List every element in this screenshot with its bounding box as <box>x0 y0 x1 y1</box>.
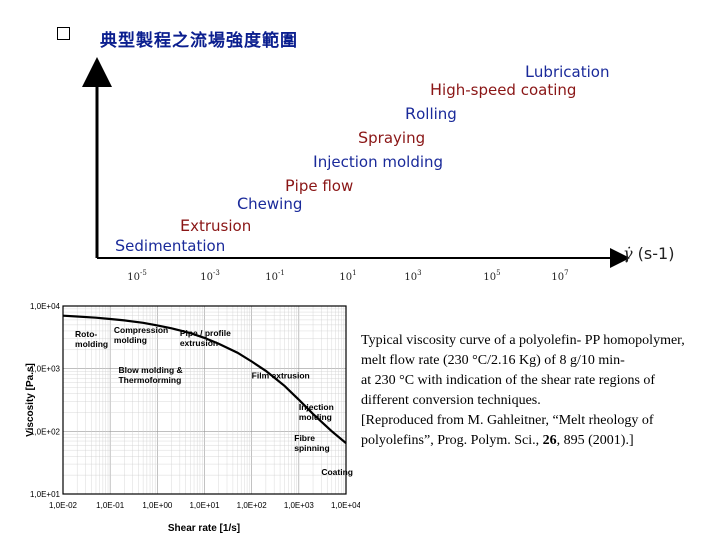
reference-pages: , 895 (2001).] <box>556 433 634 448</box>
shear-rate-ticks: 10-5 10-3 10-1 101 103 105 107 <box>127 269 568 283</box>
process-chewing: Chewing <box>237 195 302 213</box>
process-rest: njection molding <box>317 153 444 171</box>
caption-reference: [Reproduced from M. Gahleitner, “Melt rh… <box>361 411 701 451</box>
reference-volume: 26 <box>542 433 557 448</box>
shear-tick-label: 107 <box>551 269 568 283</box>
process-initial: H <box>430 80 443 99</box>
region-annotation: Injection molding <box>299 402 334 422</box>
region-annotation: Film extrusion <box>252 370 310 380</box>
process-rest: edimentation <box>125 237 226 255</box>
process-initial: E <box>180 216 191 235</box>
process-rest: igh-speed coating <box>442 81 577 99</box>
process-initial: R <box>405 104 417 123</box>
process-rest: hewing <box>248 195 303 213</box>
shear-tick-label: 10-1 <box>265 269 285 283</box>
shear-tick-label: 10-3 <box>200 269 220 283</box>
region-annotations: Roto-molding Compression molding Pipe / pro… <box>75 325 353 477</box>
viscosity-chart: 1,0E-02 1,0E-01 1,0E+00 1,0E+01 1,0E+02 1,0E+… <box>25 302 360 534</box>
process-lubrication: Lubrication <box>525 63 609 81</box>
process-pipe-flow: Pipe flow <box>285 177 353 195</box>
reference-text: [Reproduced from M. Gahleitner, “Melt rh… <box>361 413 654 448</box>
tick-labels: 1,0E-02 1,0E-01 1,0E+00 1,0E+01 1,0E+02 1,0E+… <box>30 302 360 510</box>
process-high-speed-coating: High-speed coating <box>430 81 576 99</box>
x-tick-label: 1,0E+03 <box>284 501 315 510</box>
shear-rate-unit: (s-1) <box>637 244 675 263</box>
x-tick-label: 1,0E-02 <box>49 501 78 510</box>
process-initial: P <box>285 176 295 195</box>
x-tick-label: 1,0E+00 <box>142 501 173 510</box>
process-initial: S <box>115 236 126 255</box>
y-tick-label: 1,0E+01 <box>30 490 61 499</box>
region-annotation: Compression molding <box>114 325 168 345</box>
process-rest: olling <box>416 105 457 123</box>
process-initial: I <box>313 152 318 171</box>
x-tick-label: 1,0E+02 <box>237 501 268 510</box>
process-rest: xtrusion <box>190 217 252 235</box>
process-injection-molding: Injection molding <box>313 153 443 171</box>
shear-tick-label: 103 <box>404 269 421 283</box>
process-extrusion: Extrusion <box>180 217 251 235</box>
page-title: 典型製程之流場強度範圍 <box>100 31 298 51</box>
region-annotation: Fibre spinning <box>294 433 329 453</box>
figure-caption: Typical viscosity curve of a polyolefin-… <box>361 331 701 451</box>
process-sedimentation: Sedimentation <box>115 237 225 255</box>
y-axis-label: Viscosity [Pa.s] <box>25 363 36 437</box>
shear-tick-label: 10-5 <box>127 269 147 283</box>
region-annotation: Pipe / profile extrusion <box>180 328 231 348</box>
x-tick-label: 1,0E+01 <box>189 501 220 510</box>
bullet-square-icon <box>57 27 70 40</box>
x-axis-label: Shear rate [1/s] <box>168 523 240 534</box>
shear-tick-label: 101 <box>339 269 356 283</box>
region-annotation: Roto-molding <box>75 329 108 349</box>
gamma-dot-symbol: γ̇ <box>623 244 633 263</box>
shear-rate-unit-label: γ̇ (s-1) <box>623 244 674 263</box>
process-rest: praying <box>368 129 426 147</box>
shear-tick-label: 105 <box>483 269 500 283</box>
y-tick-label: 1,0E+03 <box>30 365 61 374</box>
process-range-diagram: 10-5 10-3 10-1 101 103 105 107 <box>82 57 630 283</box>
process-initial: C <box>237 194 249 213</box>
x-tick-label: 1,0E+04 <box>331 501 360 510</box>
caption-line-2: at 230 °C with indication of the shear r… <box>361 373 656 408</box>
process-initial: S <box>358 128 369 147</box>
x-tick-label: 1,0E-01 <box>96 501 125 510</box>
caption-line-1: Typical viscosity curve of a polyolefin-… <box>361 333 685 368</box>
region-annotation: Coating <box>321 467 353 477</box>
region-annotation: Blow molding & Thermoforming <box>118 365 182 385</box>
process-initial: L <box>525 62 534 81</box>
process-rest: ipe flow <box>294 177 354 195</box>
y-tick-label: 1,0E+04 <box>30 302 61 311</box>
process-rolling: Rolling <box>405 105 457 123</box>
viscosity-curve-line <box>62 314 347 444</box>
process-spraying: Spraying <box>358 129 425 147</box>
plot-frame <box>62 305 347 495</box>
y-tick-label: 1,0E+02 <box>30 427 61 436</box>
process-rest: ubrication <box>533 63 610 81</box>
